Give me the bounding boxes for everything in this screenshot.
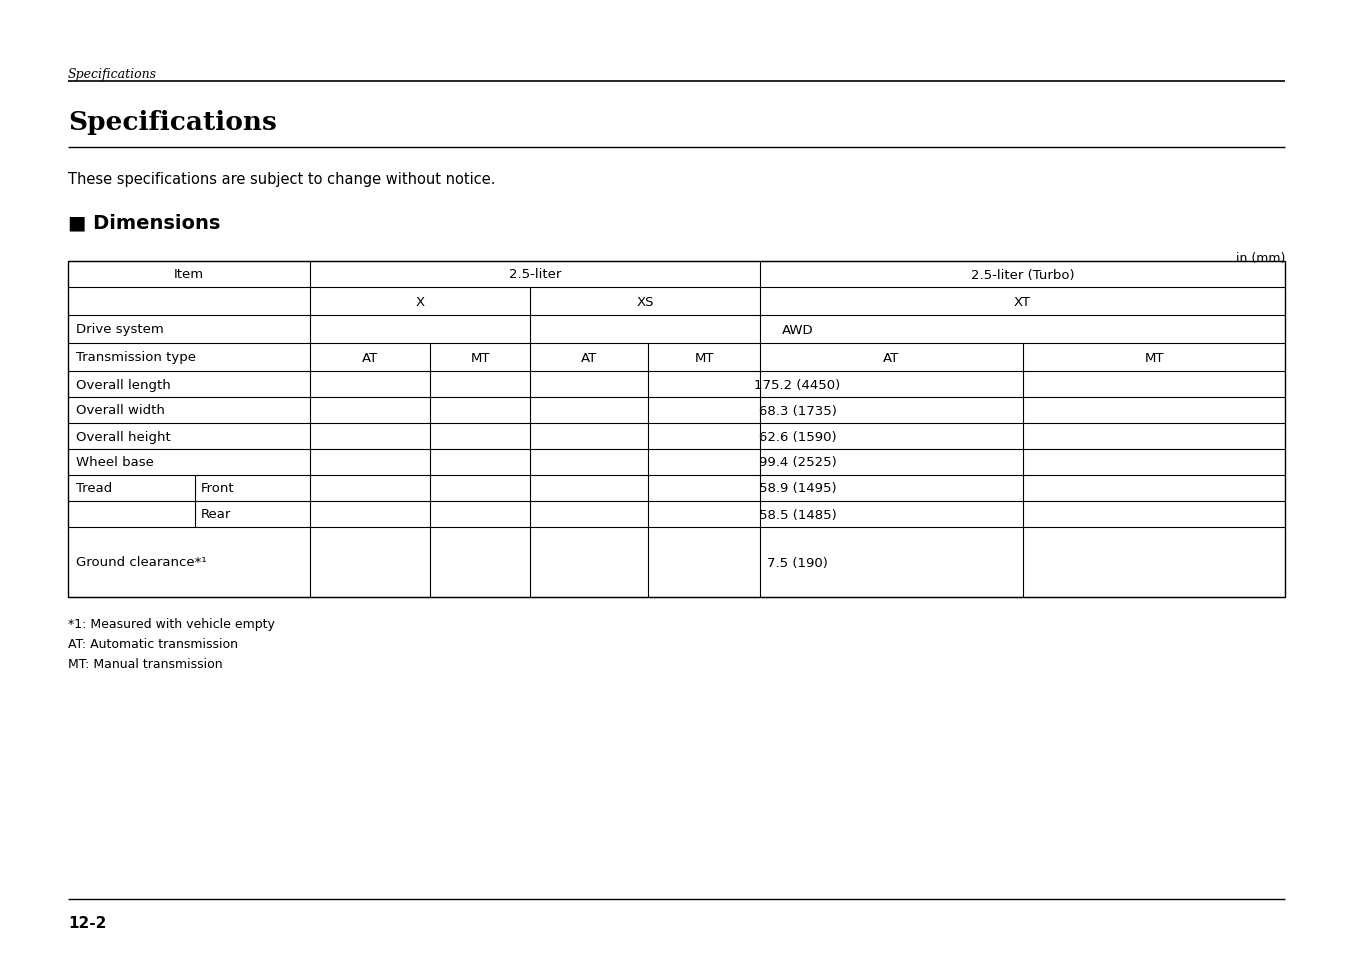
Text: MT: Manual transmission: MT: Manual transmission (68, 658, 223, 670)
Text: Drive system: Drive system (76, 323, 164, 336)
Text: Ground clearance*¹: Ground clearance*¹ (76, 556, 207, 569)
Text: MT: MT (470, 351, 489, 364)
Text: ■ Dimensions: ■ Dimensions (68, 213, 220, 232)
Text: Specifications: Specifications (68, 110, 277, 135)
Text: 7.5 (190): 7.5 (190) (767, 556, 827, 569)
Text: 68.3 (1735): 68.3 (1735) (758, 404, 837, 417)
Text: 2.5-liter (Turbo): 2.5-liter (Turbo) (971, 268, 1075, 281)
Text: Front: Front (201, 482, 235, 495)
Bar (68, 262, 1284, 598)
Text: 12-2: 12-2 (68, 915, 107, 930)
Text: AT: AT (883, 351, 899, 364)
Text: 175.2 (4450): 175.2 (4450) (754, 378, 841, 391)
Text: in (mm): in (mm) (1236, 252, 1284, 265)
Text: Overall length: Overall length (76, 378, 170, 391)
Text: AT: AT (581, 351, 598, 364)
Text: 58.9 (1495): 58.9 (1495) (758, 482, 837, 495)
Text: AWD: AWD (781, 323, 814, 336)
Text: These specifications are subject to change without notice.: These specifications are subject to chan… (68, 172, 495, 187)
Text: AT: Automatic transmission: AT: Automatic transmission (68, 638, 238, 650)
Text: 58.5 (1485): 58.5 (1485) (758, 508, 837, 521)
Text: Tread: Tread (76, 482, 112, 495)
Text: Item: Item (174, 268, 204, 281)
Text: Wheel base: Wheel base (76, 456, 154, 469)
Text: Specifications: Specifications (68, 68, 157, 81)
Text: XT: XT (1014, 295, 1032, 308)
Text: 62.6 (1590): 62.6 (1590) (758, 430, 837, 443)
Text: 99.4 (2525): 99.4 (2525) (758, 456, 837, 469)
Text: MT: MT (694, 351, 714, 364)
Text: 2.5-liter: 2.5-liter (508, 268, 561, 281)
Text: Rear: Rear (201, 508, 231, 521)
Text: Overall height: Overall height (76, 430, 170, 443)
Text: Overall width: Overall width (76, 404, 165, 417)
Text: *1: Measured with vehicle empty: *1: Measured with vehicle empty (68, 618, 274, 630)
Text: MT: MT (1144, 351, 1164, 364)
Text: Transmission type: Transmission type (76, 351, 196, 364)
Text: X: X (415, 295, 425, 308)
Text: AT: AT (362, 351, 379, 364)
Text: XS: XS (637, 295, 654, 308)
